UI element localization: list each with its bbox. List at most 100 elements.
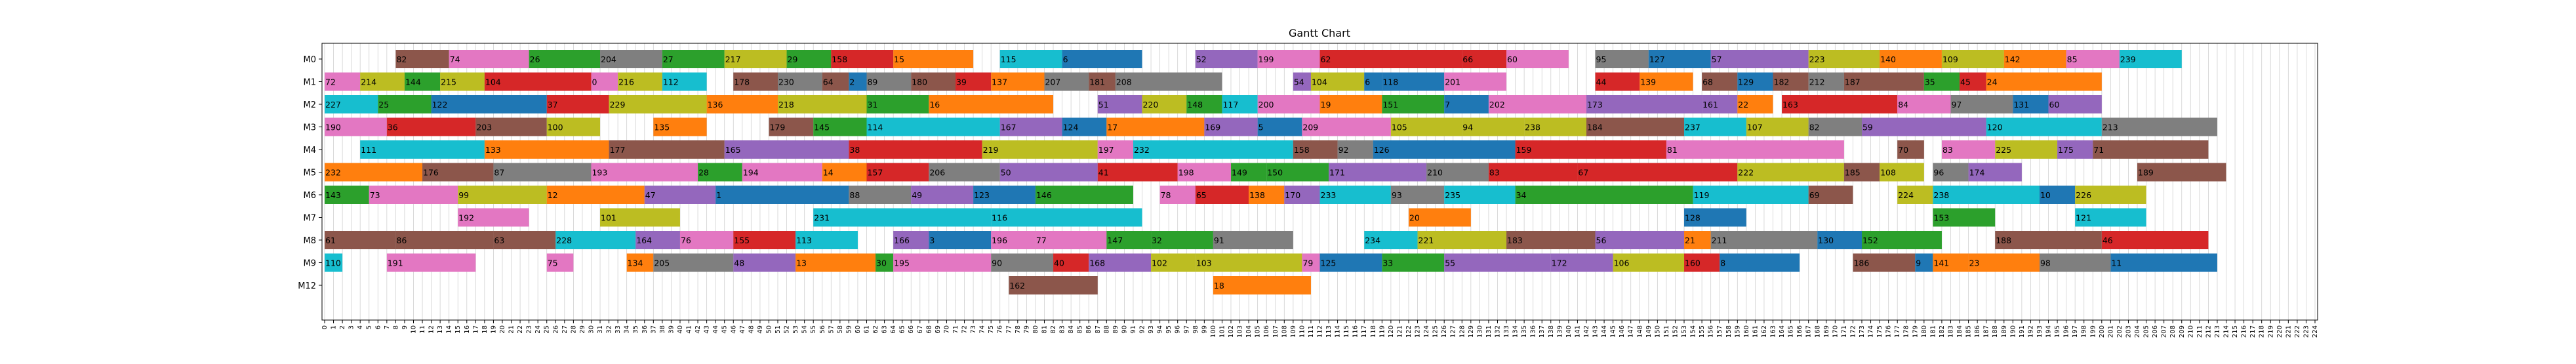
x-tick-label: 118: [1370, 325, 1377, 338]
task-label: 179: [769, 123, 785, 132]
task-bar: [325, 163, 423, 182]
task-label: 195: [894, 258, 910, 268]
task-label: 219: [983, 145, 999, 155]
task-label: 51: [1098, 100, 1109, 110]
task-label: 1: [716, 190, 721, 200]
task-label: 220: [1143, 100, 1159, 110]
task-label: 47: [645, 190, 656, 200]
x-tick-label: 142: [1583, 325, 1590, 338]
task-label: 71: [2093, 145, 2104, 155]
x-tick-label: 42: [694, 325, 702, 334]
x-tick-label: 43: [704, 325, 711, 334]
task-bar: [991, 208, 1142, 227]
task-label: 14: [823, 168, 834, 178]
x-tick-label: 114: [1335, 325, 1342, 338]
task-bar: [1684, 231, 1711, 249]
task-bar: [1986, 72, 2102, 91]
x-tick-label: 24: [534, 325, 542, 334]
task-label: 66: [1462, 54, 1473, 64]
task-bar: [325, 117, 387, 136]
x-tick-label: 70: [943, 325, 950, 334]
task-label: 177: [610, 145, 626, 155]
task-label: 174: [1969, 168, 1985, 178]
task-bar: [1257, 95, 1320, 113]
x-tick-label: 158: [1725, 325, 1733, 338]
task-label: 188: [1996, 235, 2011, 245]
x-tick-label: 196: [2063, 325, 2070, 338]
task-bar: [1390, 117, 1462, 136]
x-tick-label: 123: [1415, 325, 1422, 338]
x-tick-label: 224: [2312, 325, 2319, 338]
x-tick-label: 122: [1405, 325, 1413, 338]
x-tick-label: 206: [2152, 325, 2159, 338]
task-label: 70: [1898, 145, 1908, 155]
task-label: 55: [1445, 258, 1455, 268]
task-label: 83: [1489, 168, 1500, 178]
x-tick-label: 130: [1476, 325, 1483, 338]
task-bar: [1097, 140, 1133, 159]
task-bar: [1009, 276, 1098, 294]
x-tick-label: 86: [1085, 325, 1093, 334]
task-bar: [795, 253, 876, 272]
task-bar: [1897, 186, 1933, 204]
task-label: 144: [405, 77, 421, 87]
task-bar: [1950, 95, 2013, 113]
task-bar: [778, 72, 822, 91]
task-label: 233: [1321, 190, 1337, 200]
task-bar: [786, 50, 832, 68]
task-label: 213: [2103, 123, 2118, 132]
x-tick-label: 154: [1690, 325, 1697, 338]
task-label: 231: [814, 213, 830, 223]
task-bar: [1329, 163, 1427, 182]
x-tick-label: 203: [2125, 325, 2132, 338]
task-bar: [733, 253, 796, 272]
task-label: 6: [1063, 54, 1068, 64]
x-tick-label: 162: [1761, 325, 1768, 338]
task-label: 218: [778, 100, 794, 110]
task-bar: [529, 50, 601, 68]
task-bar: [795, 231, 858, 249]
y-tick-label: M5: [304, 169, 317, 178]
task-label: 173: [1587, 100, 1603, 110]
task-bar: [1213, 276, 1311, 294]
task-bar: [1284, 186, 1320, 204]
task-bar: [1444, 72, 1507, 91]
task-label: 192: [458, 213, 474, 223]
task-label: 24: [1987, 77, 1998, 87]
task-bar: [1089, 253, 1152, 272]
task-label: 201: [1445, 77, 1460, 87]
x-tick-label: 99: [1201, 325, 1208, 334]
task-bar: [555, 231, 636, 249]
x-tick-label: 204: [2134, 325, 2141, 338]
x-tick-label: 131: [1485, 325, 1493, 338]
x-tick-label: 169: [1823, 325, 1830, 338]
task-bar: [1195, 50, 1258, 68]
task-label: 39: [956, 77, 967, 87]
task-label: 5: [1258, 123, 1264, 132]
task-bar: [2039, 253, 2111, 272]
x-tick-label: 119: [1379, 325, 1386, 338]
task-bar: [1648, 50, 1711, 68]
task-label: 83: [1942, 145, 1953, 155]
task-label: 111: [361, 145, 376, 155]
x-tick-label: 38: [659, 325, 666, 334]
task-bar: [929, 95, 1054, 113]
task-label: 229: [610, 100, 626, 110]
x-tick-label: 221: [2285, 325, 2292, 338]
y-tick-label: M3: [304, 123, 317, 133]
task-label: 232: [1134, 145, 1150, 155]
task-label: 161: [1702, 100, 1718, 110]
task-bar: [999, 117, 1062, 136]
task-label: 146: [1036, 190, 1052, 200]
task-bar: [609, 140, 725, 159]
x-tick-label: 168: [1814, 325, 1821, 338]
x-tick-label: 121: [1396, 325, 1403, 338]
task-bar: [822, 72, 849, 91]
task-label: 27: [663, 54, 674, 64]
y-tick-label: M4: [304, 146, 317, 155]
x-tick-label: 107: [1272, 325, 1279, 338]
task-bar: [546, 95, 609, 113]
task-label: 76: [681, 235, 691, 245]
x-tick-label: 174: [1868, 325, 1875, 338]
task-label: 45: [1960, 77, 1971, 87]
